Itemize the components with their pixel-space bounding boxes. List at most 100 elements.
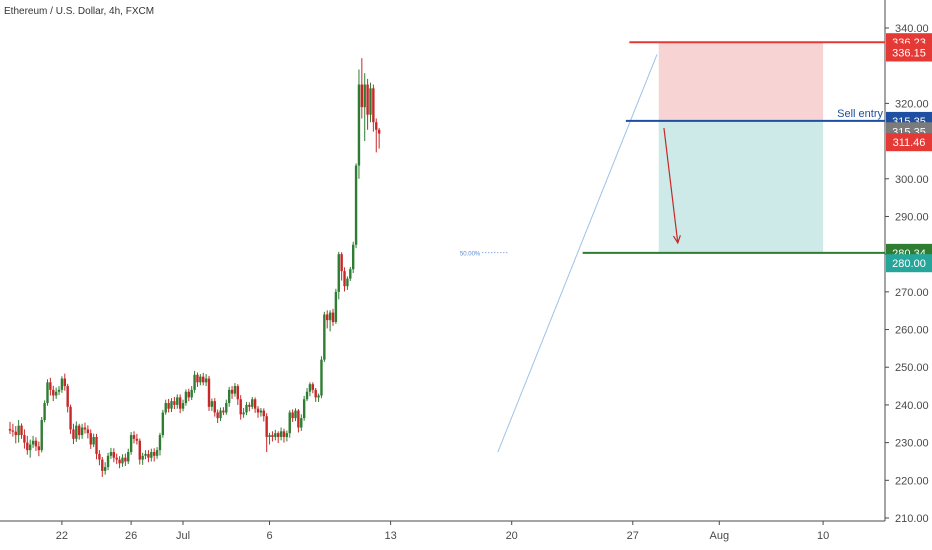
y-tick-label: 210.00: [895, 513, 929, 525]
candle-body: [63, 378, 66, 387]
candle-body: [69, 406, 72, 430]
candle-body: [173, 401, 176, 405]
candle-body: [132, 435, 136, 439]
y-tick-label: 250.00: [895, 362, 929, 374]
candle-body: [43, 403, 46, 420]
candle-body: [52, 389, 55, 396]
candle-body: [259, 410, 263, 413]
x-tick-label: 20: [506, 530, 518, 542]
candle-body: [141, 455, 144, 460]
candle-body: [207, 378, 211, 407]
candle-body: [323, 314, 326, 360]
candle-body: [340, 254, 343, 272]
candle-body: [40, 420, 43, 451]
candle-body: [49, 382, 52, 390]
candle-body: [210, 401, 214, 407]
candle-body: [26, 442, 29, 451]
price-tag: [886, 254, 932, 273]
candle-body: [282, 431, 286, 437]
candle-body: [118, 459, 121, 464]
x-tick-label: 6: [266, 530, 272, 542]
candle-body: [291, 412, 294, 419]
candle-body: [150, 452, 153, 458]
candle-body: [308, 384, 312, 392]
time-axis: 22 26 Jul 6 13 20 27 Aug 10: [56, 521, 829, 542]
candle-body: [158, 435, 162, 451]
candle-body: [294, 410, 297, 419]
candle-body: [302, 399, 306, 419]
candle-body: [129, 435, 133, 453]
candle-body: [366, 84, 369, 115]
candle-body: [95, 436, 98, 454]
candle-body: [253, 399, 257, 409]
candle-body: [75, 425, 78, 439]
candle-body: [181, 403, 185, 409]
candle-body: [285, 433, 289, 437]
candle-body: [80, 427, 84, 436]
candle-body: [101, 459, 104, 471]
candle-body: [349, 269, 352, 279]
candle-body: [277, 433, 280, 437]
candle-body: [161, 412, 165, 436]
candle-body: [196, 374, 199, 383]
candle-body: [127, 452, 130, 462]
price-tag-label: 311.46: [893, 137, 926, 149]
candle-body: [60, 378, 64, 390]
y-tick-label: 230.00: [895, 438, 929, 450]
candle-body: [271, 435, 274, 437]
axis-lines: [0, 0, 886, 522]
y-tick-label: 260.00: [895, 325, 929, 337]
candle-body: [98, 453, 101, 460]
candle-body: [54, 391, 58, 396]
x-tick-label: 22: [56, 530, 68, 542]
candle-body: [343, 271, 346, 287]
candle-body: [300, 418, 303, 428]
candle-body: [176, 397, 179, 405]
candle-body: [251, 399, 254, 407]
candle-body: [375, 122, 378, 130]
y-tick-label: 270.00: [895, 287, 929, 299]
candle-body: [288, 412, 291, 434]
candle-body: [337, 254, 340, 292]
candle-body: [334, 291, 338, 322]
price-tag-label: 336.15: [892, 48, 926, 60]
candle-body: [279, 431, 283, 437]
candle-body: [219, 410, 222, 419]
price-axis: 210.00 220.00 230.00 240.00 250.00 260.00 270.…: [885, 23, 929, 525]
price-tags: 336.23336.15315.35315.35311.46280.34280.…: [886, 33, 932, 273]
risk-zone: [658, 42, 824, 121]
candle-body: [152, 452, 156, 456]
candle-body: [236, 386, 240, 400]
x-tick-label: 26: [125, 530, 137, 542]
candle-body: [112, 452, 116, 458]
candle-body: [351, 244, 355, 270]
candle-body: [363, 84, 366, 108]
candle-body: [360, 84, 364, 108]
candle-body: [190, 389, 193, 398]
chart-title: Ethereum / U.S. Dollar, 4h, FXCM: [4, 6, 155, 17]
candle-body: [155, 450, 159, 456]
candle-body: [311, 384, 315, 390]
reward-zone: [658, 120, 824, 253]
y-tick-label: 300.00: [895, 174, 929, 186]
sell-entry-label: Sell entry: [837, 108, 883, 120]
candle-body: [216, 412, 219, 419]
candle-body: [222, 410, 225, 413]
candle-body: [147, 453, 150, 458]
candle-body: [346, 278, 349, 287]
candle-body: [8, 429, 12, 431]
candle-body: [193, 374, 196, 390]
candle-body: [213, 401, 216, 413]
candle-body: [326, 314, 329, 321]
y-tick-label: 290.00: [895, 211, 929, 223]
candle-body: [377, 129, 381, 134]
candle-body: [357, 84, 361, 166]
candle-body: [230, 389, 234, 394]
candle-body: [31, 440, 35, 445]
candle-body: [320, 359, 323, 396]
trade-zones: [658, 42, 824, 253]
candle-body: [225, 403, 228, 413]
candle-body: [135, 438, 139, 441]
candle-body: [37, 446, 41, 451]
